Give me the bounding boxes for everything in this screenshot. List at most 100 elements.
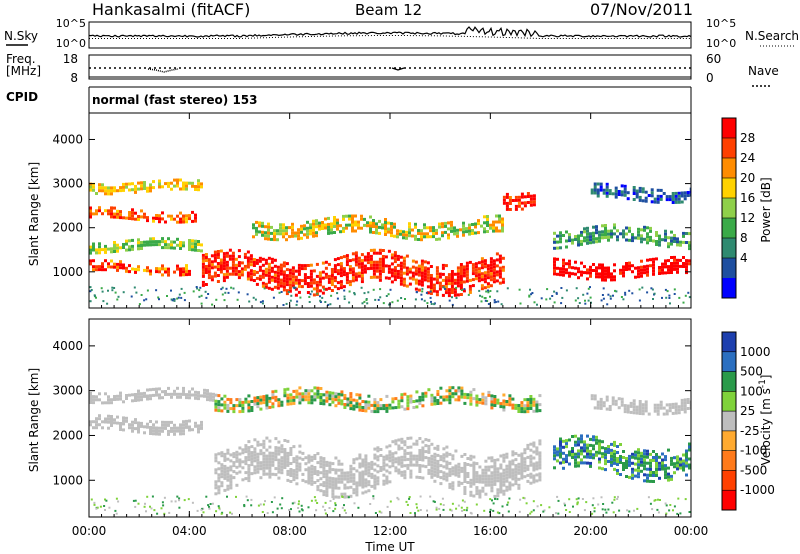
noise-speckle: [329, 303, 332, 306]
echo-cell: [158, 432, 161, 436]
echo-cell: [442, 453, 446, 457]
echo-cell: [268, 454, 272, 458]
echo-cell: [644, 190, 648, 194]
echo-cell: [465, 264, 469, 268]
echo-cell: [632, 189, 636, 192]
echo-cell: [282, 282, 286, 286]
echo-cell: [565, 442, 568, 446]
echo-cell: [656, 188, 660, 192]
velocity-colorbar-tick-label: -500: [740, 463, 767, 477]
echo-cell: [241, 403, 245, 407]
echo-cell: [330, 280, 334, 283]
echo-cell: [194, 213, 197, 217]
echo-cell: [312, 222, 315, 226]
echo-cell: [454, 392, 458, 396]
echo-cell: [433, 461, 437, 465]
echo-cell: [475, 471, 479, 475]
noise-speckle: [532, 509, 535, 512]
noise-speckle: [666, 290, 669, 293]
echo-cell: [502, 456, 506, 460]
echo-cell: [605, 191, 609, 195]
echo-cell: [197, 185, 200, 189]
echo-cell: [480, 266, 484, 270]
echo-cell: [107, 401, 110, 405]
echo-cell: [220, 484, 224, 488]
echo-cell: [397, 456, 401, 460]
echo-cell: [502, 492, 506, 496]
echo-cell: [448, 452, 452, 456]
echo-cell: [372, 225, 375, 228]
echo-cell: [670, 236, 673, 240]
echo-cell: [535, 409, 539, 413]
echo-cell: [268, 475, 272, 479]
noise-speckle: [607, 508, 610, 511]
echo-cell: [351, 279, 355, 283]
noise-speckle: [556, 495, 559, 498]
echo-cell: [477, 222, 480, 226]
echo-cell: [408, 225, 411, 229]
echo-cell: [677, 408, 681, 412]
echo-cell: [373, 486, 377, 490]
echo-cell: [423, 278, 427, 282]
echo-cell: [590, 397, 594, 401]
echo-cell: [182, 273, 185, 277]
echo-cell: [661, 265, 664, 269]
echo-cell: [526, 398, 530, 402]
echo-cell: [641, 187, 645, 191]
echo-cell: [220, 409, 224, 413]
echo-cell: [646, 232, 649, 236]
echo-cell: [232, 410, 236, 414]
echo-cell: [421, 476, 425, 480]
velocity-panel: Slant Range [km]: [27, 318, 692, 518]
echo-cell: [417, 282, 421, 286]
echo-cell: [125, 266, 128, 270]
echo-cell: [280, 459, 284, 463]
echo-cell: [92, 265, 95, 269]
echo-cell: [244, 459, 248, 463]
noise-speckle: [196, 509, 199, 512]
echo-cell: [316, 461, 320, 465]
echo-cell: [185, 184, 188, 188]
echo-cell: [611, 396, 615, 400]
echo-cell: [493, 473, 497, 477]
echo-cell: [658, 455, 661, 459]
echo-cell: [384, 264, 388, 268]
power-colorbar-tick-label: 4: [740, 251, 748, 265]
echo-cell: [339, 286, 343, 290]
echo-cell: [505, 464, 509, 468]
noise-speckle: [95, 507, 98, 510]
echo-cell: [415, 454, 419, 458]
noise-speckle: [430, 300, 432, 303]
noise-speckle: [601, 508, 604, 511]
velocity-colorbar-tick-label: 100: [740, 384, 763, 398]
echo-cell: [197, 427, 200, 431]
echo-cell: [469, 393, 473, 397]
echo-cell: [288, 280, 292, 284]
echo-cell: [614, 399, 618, 403]
echo-cell: [384, 227, 387, 230]
echo-cell: [288, 289, 292, 293]
echo-cell: [276, 283, 280, 287]
noise-speckle: [200, 294, 203, 297]
echo-cell: [677, 194, 681, 198]
noise-speckle: [372, 495, 375, 498]
echo-cell: [244, 477, 248, 481]
echo-cell: [605, 182, 609, 186]
noise-speckle: [313, 496, 316, 499]
echo-cell: [285, 277, 289, 281]
echo-cell: [309, 281, 313, 285]
echo-cell: [653, 409, 657, 413]
echo-cell: [490, 403, 494, 407]
echo-cell: [520, 476, 524, 480]
echo-cell: [361, 461, 365, 465]
echo-cell: [265, 460, 269, 464]
echo-cell: [313, 392, 317, 396]
echo-cell: [495, 264, 499, 268]
echo-cell: [520, 467, 524, 471]
echo-cell: [562, 267, 565, 271]
echo-cell: [268, 396, 272, 400]
echo-cell: [173, 429, 176, 433]
echo-cell: [280, 403, 284, 407]
noise-speckle: [387, 293, 390, 296]
echo-cell: [670, 456, 673, 460]
